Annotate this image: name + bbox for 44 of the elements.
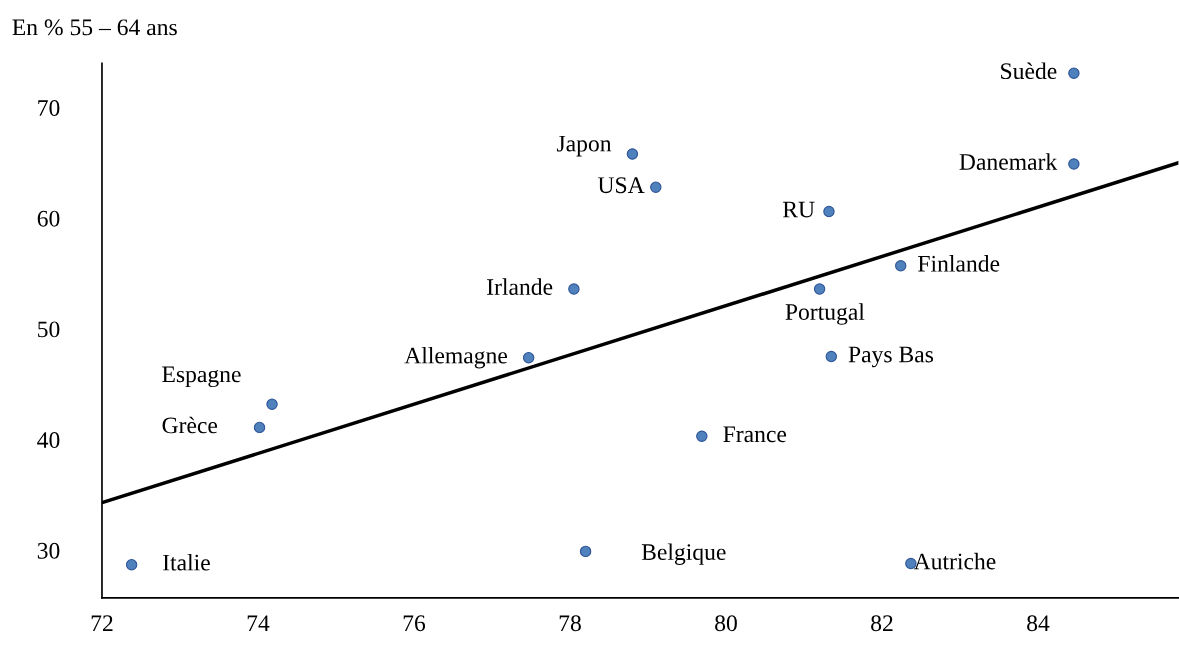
x-tick-label: 82 [871,615,893,632]
point [823,205,835,218]
point [696,430,708,442]
point [895,260,907,272]
annotation: Danemark [959,153,1058,170]
annotation: Belgique [641,543,726,565]
y-tick-label: 60 [37,210,60,227]
point [579,545,592,558]
y-axis-title: En % 55 – 64 ans [12,19,177,36]
annotation: Suède [1001,62,1057,80]
x-tick-label: 80 [715,615,737,632]
annotation: Finlande [918,255,1000,272]
annotation: Allemagne [404,346,507,369]
point [650,181,662,193]
annotation: Irlande [487,278,553,295]
annotation: France [723,426,787,443]
point [825,350,838,363]
point [626,148,639,160]
point [1068,67,1080,79]
x-tick-label: 76 [403,615,426,632]
y-tick-label: 30 [37,542,60,559]
point [568,283,580,295]
annotation: Espagne [162,366,241,388]
x-tick-label: 74 [247,615,270,631]
point [125,558,138,571]
annotation: Japon [556,135,612,157]
annotation: Autriche [913,552,996,570]
annotation: Pays Bas [848,346,934,368]
y-tick-label: 50 [38,321,60,338]
point [522,351,535,364]
annotation: Portugal [785,303,865,325]
annotation: RU [782,201,815,218]
x-tick-label: 72 [91,615,113,631]
point [813,283,826,295]
annotation: Italie [163,553,210,571]
point [266,398,278,410]
point [253,421,266,434]
annotation: Grèce [162,416,218,434]
point [1068,158,1080,170]
annotation: USA [597,177,645,194]
y-tick-label: 40 [37,432,60,449]
y-tick-label: 70 [38,100,60,116]
x-tick-label: 78 [559,615,581,632]
x-tick-label: 84 [1027,615,1050,632]
